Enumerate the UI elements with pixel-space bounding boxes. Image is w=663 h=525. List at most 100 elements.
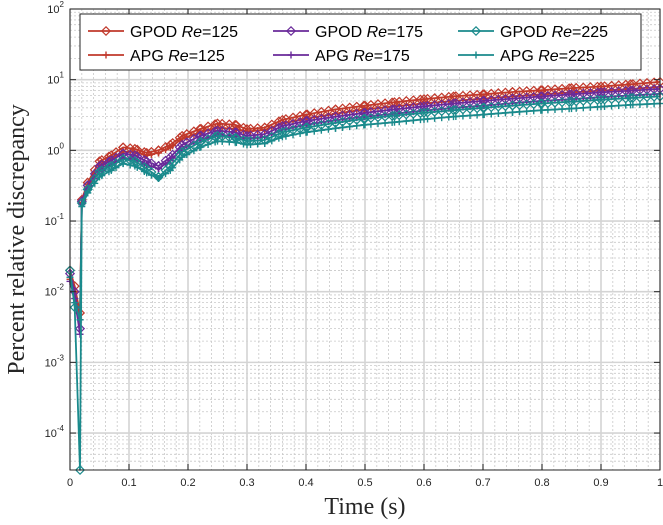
- y-tick-label: 10-3: [45, 353, 65, 369]
- data-point: [388, 118, 396, 126]
- data-point: [197, 143, 205, 151]
- data-point: [147, 150, 155, 158]
- legend-marker: [472, 51, 480, 59]
- data-point: [310, 127, 318, 135]
- data-point: [586, 103, 594, 111]
- data-point: [155, 165, 162, 173]
- data-point: [84, 189, 92, 197]
- legend-label: GPOD Re=125: [130, 24, 238, 41]
- data-point: [445, 113, 453, 121]
- data-point: [275, 134, 283, 142]
- data-point: [211, 138, 219, 146]
- data-point: [296, 129, 304, 137]
- data-point: [76, 316, 84, 324]
- data-point: [473, 111, 481, 119]
- data-point: [360, 121, 368, 129]
- data-point: [169, 154, 177, 162]
- data-point: [537, 106, 545, 114]
- x-tick-label: 0: [67, 477, 73, 489]
- data-point: [395, 118, 403, 126]
- series-line: [69, 95, 661, 471]
- data-point: [601, 102, 609, 110]
- data-point: [480, 111, 488, 119]
- data-point: [516, 108, 524, 116]
- data-point: [579, 104, 587, 112]
- data-point: [509, 108, 516, 116]
- data-point: [183, 133, 191, 141]
- y-tick-label: 10-2: [45, 283, 65, 299]
- data-point: [71, 299, 79, 307]
- data-point: [169, 164, 177, 172]
- legend-item: GPOD Re=175: [273, 24, 423, 41]
- data-point: [147, 171, 155, 179]
- data-point: [629, 101, 637, 109]
- x-tick-label: 0.7: [475, 477, 490, 489]
- series-layer: [64, 76, 663, 476]
- data-point: [593, 103, 601, 111]
- data-point: [501, 109, 509, 117]
- legend-item: GPOD Re=125: [88, 24, 238, 41]
- data-point: [155, 149, 162, 157]
- data-point: [353, 122, 361, 130]
- data-point: [452, 112, 460, 120]
- data-point: [119, 160, 127, 168]
- data-point: [650, 100, 658, 108]
- data-point: [523, 107, 531, 115]
- data-point: [239, 140, 247, 148]
- data-point: [112, 164, 120, 172]
- data-point: [190, 147, 198, 155]
- y-axis-label: Percent relative discrepancy: [4, 104, 30, 375]
- data-point: [615, 102, 623, 110]
- data-point: [98, 172, 106, 180]
- x-axis-label: Time (s): [324, 494, 405, 520]
- data-point: [225, 138, 233, 146]
- legend-marker: [287, 51, 295, 59]
- legend-marker: [285, 25, 297, 37]
- data-point: [459, 112, 467, 120]
- x-tick-label: 0.8: [534, 477, 549, 489]
- data-point: [324, 125, 332, 133]
- data-point: [169, 142, 177, 150]
- data-point: [416, 116, 424, 124]
- y-tick-label: 10-4: [45, 424, 65, 440]
- y-tick-label: 101: [47, 71, 64, 87]
- data-point: [282, 132, 290, 140]
- legend-marker: [470, 25, 482, 37]
- data-point: [402, 117, 410, 125]
- data-point: [409, 116, 417, 124]
- legend-label: GPOD Re=225: [500, 24, 608, 41]
- data-point: [572, 104, 580, 112]
- x-tick-label: 0.9: [593, 477, 608, 489]
- data-point: [374, 120, 382, 128]
- grid-layer: [69, 8, 661, 471]
- data-point: [346, 123, 354, 131]
- data-point: [487, 110, 495, 118]
- data-point: [69, 302, 80, 313]
- data-point: [367, 105, 375, 113]
- y-tick-label: 10-1: [45, 212, 65, 228]
- data-point: [424, 115, 432, 123]
- legend-marker: [102, 51, 110, 59]
- tick-layer: 0 0.1 0.2 0.3 0.4 0.5 0.6 0.7 0.8 0.9 1 10-4 10-3 10-…: [45, 0, 663, 489]
- data-point: [353, 107, 361, 115]
- data-point: [551, 105, 559, 113]
- data-point: [232, 139, 240, 147]
- data-point: [622, 101, 630, 109]
- legend-label: APG Re=225: [500, 48, 595, 65]
- data-point: [247, 141, 255, 149]
- data-point: [303, 128, 311, 136]
- legend-marker: [100, 25, 112, 37]
- data-point: [339, 123, 347, 131]
- data-point: [176, 156, 184, 164]
- data-point: [317, 126, 325, 134]
- data-point: [608, 102, 616, 110]
- data-point: [431, 114, 439, 122]
- data-point: [565, 105, 573, 113]
- legend: GPOD Re=125 GPOD Re=175 GPOD Re=225 APG Re=…: [79, 13, 642, 71]
- x-tick-label: 0.3: [239, 477, 254, 489]
- data-point: [126, 161, 134, 169]
- data-point: [162, 146, 170, 154]
- data-point: [105, 168, 113, 176]
